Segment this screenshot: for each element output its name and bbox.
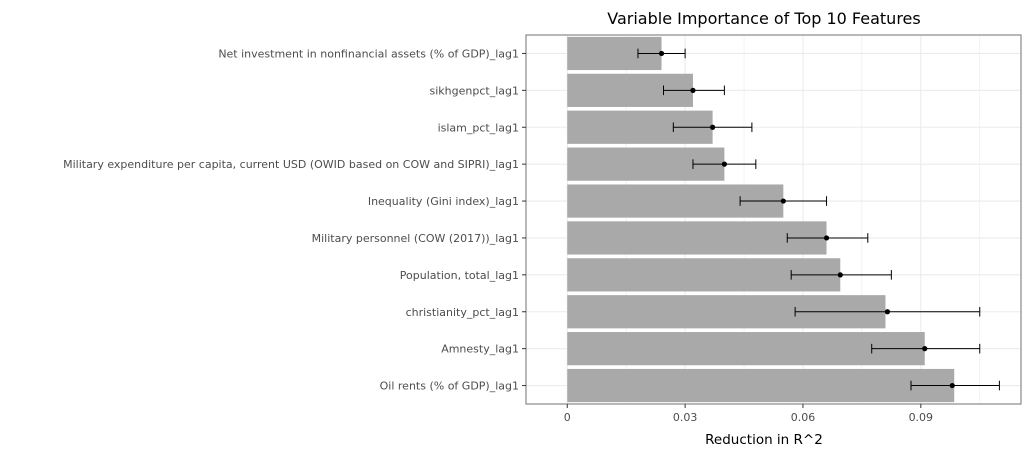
y-axis-tick-label: Inequality (Gini index)_lag1 xyxy=(368,195,519,208)
data-point xyxy=(922,346,928,352)
x-axis-tick-label: 0 xyxy=(564,411,571,424)
data-point xyxy=(949,382,955,389)
x-axis-title: Reduction in R^2 xyxy=(705,432,823,448)
y-axis-tick-label: Military expenditure per capita, current… xyxy=(63,158,519,171)
y-axis-tick-label: Military personnel (COW (2017))_lag1 xyxy=(312,232,519,245)
x-axis-tick-label: 0.03 xyxy=(673,411,698,424)
data-point xyxy=(837,272,843,278)
y-axis-tick-label: Amnesty_lag1 xyxy=(441,343,519,356)
data-point xyxy=(721,161,727,167)
plot-panel: Net investment in nonfinancial assets (%… xyxy=(63,34,1022,424)
bar xyxy=(567,332,925,366)
data-point xyxy=(710,124,716,130)
x-axis-tick-label: 0.09 xyxy=(909,411,934,424)
y-axis-tick-label: Net investment in nonfinancial assets (%… xyxy=(218,47,519,60)
chart-title: Variable Importance of Top 10 Features xyxy=(607,9,920,28)
y-axis-tick-label: Oil rents (% of GDP)_lag1 xyxy=(380,380,519,393)
data-point xyxy=(690,87,696,93)
y-axis-tick-label: islam_pct_lag1 xyxy=(438,121,519,134)
y-axis-tick-label: sikhgenpct_lag1 xyxy=(430,84,519,97)
data-point xyxy=(780,198,786,204)
y-axis-tick-label: Population, total_lag1 xyxy=(400,269,519,282)
panel-border xyxy=(525,34,1022,405)
data-point xyxy=(823,235,830,241)
bar xyxy=(567,368,955,403)
x-axis-tick-label: 0.06 xyxy=(791,411,816,424)
data-point xyxy=(884,309,891,315)
data-point xyxy=(658,50,665,57)
bar xyxy=(567,221,827,255)
y-axis-tick-label: christianity_pct_lag1 xyxy=(406,306,519,319)
